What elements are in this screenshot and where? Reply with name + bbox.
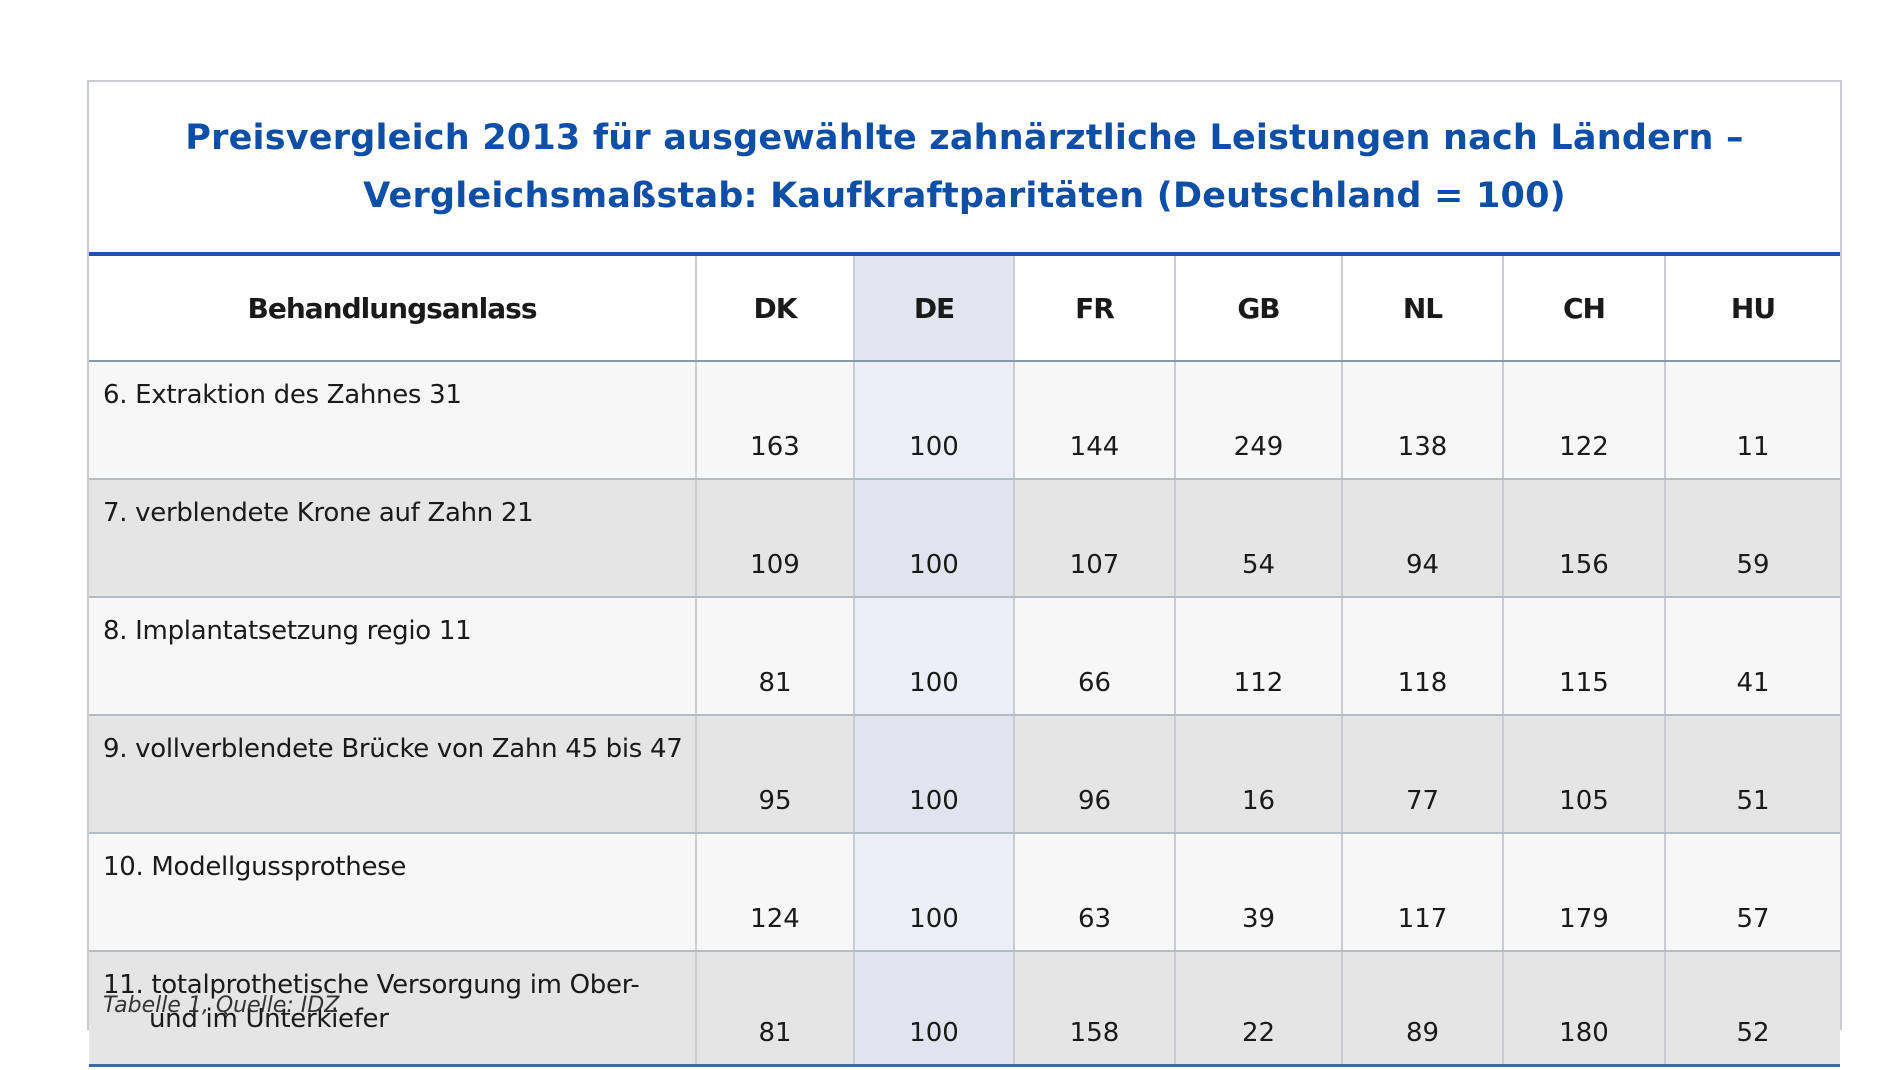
cell-ch: 105 bbox=[1503, 715, 1666, 834]
cell-ch: 179 bbox=[1503, 833, 1666, 952]
cell-ch: 156 bbox=[1503, 479, 1666, 598]
row-label: 9. vollverblendete Brücke von Zahn 45 bi… bbox=[89, 715, 697, 834]
cell-nl: 77 bbox=[1342, 715, 1504, 834]
header-ch: CH bbox=[1503, 256, 1666, 362]
table-frame: Preisvergleich 2013 für ausgewählte zahn… bbox=[87, 80, 1842, 1067]
row-label-text: 11. totalprothetische Versorgung im Ober… bbox=[103, 970, 640, 1000]
cell-de: 100 bbox=[854, 951, 1015, 1067]
cell-fr: 144 bbox=[1014, 361, 1176, 480]
cell-dk: 81 bbox=[696, 951, 855, 1067]
cell-nl: 118 bbox=[1342, 597, 1504, 716]
cell-dk: 81 bbox=[696, 597, 855, 716]
header-row: Behandlungsanlass DK DE FR GB NL CH HU bbox=[89, 256, 1840, 362]
cell-nl: 138 bbox=[1342, 361, 1504, 480]
row-label: 10. Modellgussprothese bbox=[89, 833, 697, 952]
table-row: 6. Extraktion des Zahnes 31 163 100 144 … bbox=[89, 361, 1840, 480]
cell-gb: 16 bbox=[1175, 715, 1343, 834]
row-label: 8. Implantatsetzung regio 11 bbox=[89, 597, 697, 716]
cell-nl: 117 bbox=[1342, 833, 1504, 952]
row-label-continuation: und im Unterkiefer bbox=[149, 1004, 389, 1034]
cell-de: 100 bbox=[854, 479, 1015, 598]
cell-fr: 107 bbox=[1014, 479, 1176, 598]
cell-de: 100 bbox=[854, 833, 1015, 952]
cell-de: 100 bbox=[854, 597, 1015, 716]
title-line-1: Preisvergleich 2013 für ausgewählte zahn… bbox=[185, 118, 1744, 158]
row-label-text: 10. Modellgussprothese bbox=[103, 852, 407, 882]
header-hu: HU bbox=[1665, 256, 1840, 362]
row-label-text: 8. Implantatsetzung regio 11 bbox=[103, 616, 472, 646]
cell-nl: 89 bbox=[1342, 951, 1504, 1067]
row-label-text: 9. vollverblendete Brücke von Zahn 45 bi… bbox=[103, 734, 683, 764]
table-row: 8. Implantatsetzung regio 11 81 100 66 1… bbox=[89, 597, 1840, 716]
row-label: 6. Extraktion des Zahnes 31 bbox=[89, 361, 697, 480]
cell-ch: 115 bbox=[1503, 597, 1666, 716]
table-row: 9. vollverblendete Brücke von Zahn 45 bi… bbox=[89, 715, 1840, 834]
cell-fr: 63 bbox=[1014, 833, 1176, 952]
header-de: DE bbox=[854, 256, 1015, 362]
title-line-2: Vergleichsmaßstab: Kaufkraftparitäten (D… bbox=[363, 176, 1566, 216]
row-label-text: 6. Extraktion des Zahnes 31 bbox=[103, 380, 462, 410]
cell-dk: 109 bbox=[696, 479, 855, 598]
table-row: 10. Modellgussprothese 124 100 63 39 117… bbox=[89, 833, 1840, 952]
cell-hu: 11 bbox=[1665, 361, 1840, 480]
header-dk: DK bbox=[696, 256, 855, 362]
cell-fr: 158 bbox=[1014, 951, 1176, 1067]
cell-dk: 124 bbox=[696, 833, 855, 952]
table-row: 11. totalprothetische Versorgung im Ober… bbox=[89, 951, 1840, 1067]
cell-hu: 41 bbox=[1665, 597, 1840, 716]
table-row: 7. verblendete Krone auf Zahn 21 109 100… bbox=[89, 479, 1840, 598]
header-nl: NL bbox=[1342, 256, 1504, 362]
title-divider bbox=[89, 252, 1840, 256]
cell-gb: 249 bbox=[1175, 361, 1343, 480]
header-gb: GB bbox=[1175, 256, 1343, 362]
table-title: Preisvergleich 2013 für ausgewählte zahn… bbox=[89, 82, 1840, 252]
cell-nl: 94 bbox=[1342, 479, 1504, 598]
row-label-text: 7. verblendete Krone auf Zahn 21 bbox=[103, 498, 534, 528]
cell-de: 100 bbox=[854, 715, 1015, 834]
row-label: 11. totalprothetische Versorgung im Ober… bbox=[89, 951, 697, 1067]
price-comparison-table: Behandlungsanlass DK DE FR GB NL CH HU 6… bbox=[89, 256, 1840, 1067]
cell-ch: 180 bbox=[1503, 951, 1666, 1067]
cell-fr: 66 bbox=[1014, 597, 1176, 716]
cell-fr: 96 bbox=[1014, 715, 1176, 834]
cell-dk: 95 bbox=[696, 715, 855, 834]
row-label: 7. verblendete Krone auf Zahn 21 bbox=[89, 479, 697, 598]
cell-de: 100 bbox=[854, 361, 1015, 480]
cell-hu: 59 bbox=[1665, 479, 1840, 598]
header-behandlungsanlass: Behandlungsanlass bbox=[89, 256, 697, 362]
cell-gb: 112 bbox=[1175, 597, 1343, 716]
cell-dk: 163 bbox=[696, 361, 855, 480]
cell-hu: 57 bbox=[1665, 833, 1840, 952]
source-note: Tabelle 1, Quelle: IDZ bbox=[103, 993, 340, 1018]
cell-gb: 39 bbox=[1175, 833, 1343, 952]
cell-gb: 54 bbox=[1175, 479, 1343, 598]
cell-ch: 122 bbox=[1503, 361, 1666, 480]
cell-hu: 52 bbox=[1665, 951, 1840, 1067]
cell-gb: 22 bbox=[1175, 951, 1343, 1067]
cell-hu: 51 bbox=[1665, 715, 1840, 834]
header-fr: FR bbox=[1014, 256, 1176, 362]
